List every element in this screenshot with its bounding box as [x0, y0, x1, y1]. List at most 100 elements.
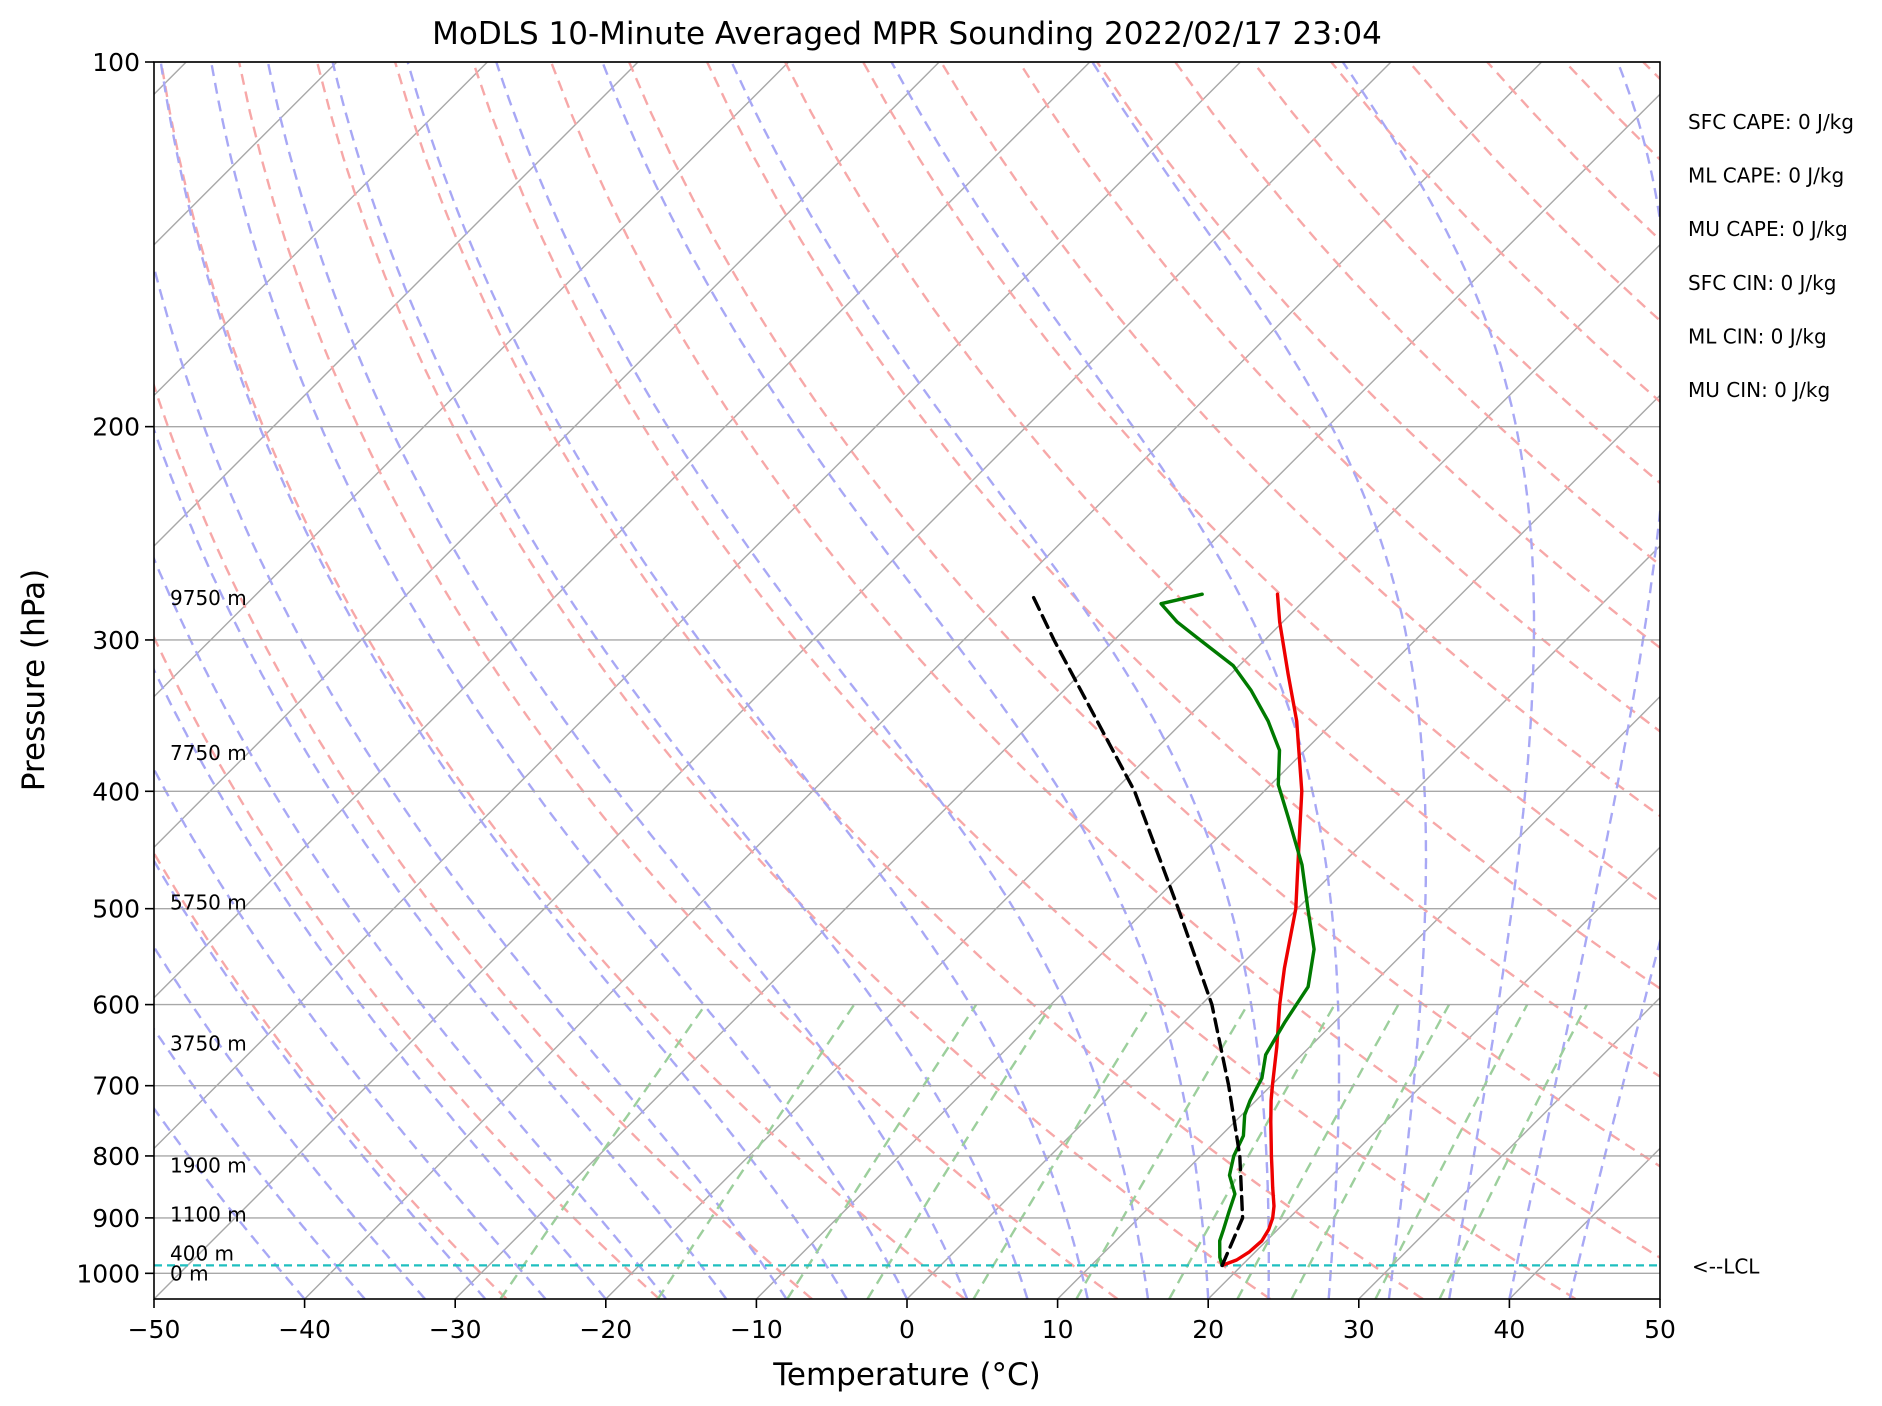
mixing-ratio-line: [656, 1003, 856, 1299]
y-axis-ticks: 100 200 300 400 500 600 700 800 900 1000: [76, 48, 154, 1288]
dry-adiabat-line: [784, 62, 1660, 990]
moist-adiabat-line: [154, 555, 667, 1299]
x-tick-label: −40: [278, 1315, 331, 1344]
mixing-ratio-line: [1075, 1003, 1249, 1299]
chart-title: MoDLS 10-Minute Averaged MPR Sounding 20…: [432, 16, 1382, 52]
moist-adiabat-line: [154, 262, 788, 1299]
isotherm-line: [154, 62, 1241, 1150]
height-label: 7750 m: [170, 741, 247, 765]
dry-adiabat-line: [1799, 62, 1882, 1299]
moist-adiabat-line: [601, 62, 1210, 1299]
x-axis-label: Temperature (°C): [772, 1357, 1041, 1393]
isotherm-line: [1057, 695, 1660, 1299]
x-tick-label: 30: [1343, 1315, 1375, 1344]
parcel-profile-line: [1030, 592, 1245, 1268]
y-tick-label: 800: [92, 1142, 140, 1171]
moist-adiabat-line: [154, 858, 487, 1299]
isotherm-line: [154, 62, 639, 547]
stability-indices: SFC CAPE: 0 J/kg ML CAPE: 0 J/kg MU CAPE: …: [1688, 110, 1854, 402]
x-tick-label: 0: [899, 1315, 915, 1344]
height-label: 1100 m: [170, 1202, 247, 1226]
plot-frame: [153, 61, 1661, 1300]
moist-adiabat-line: [890, 62, 1341, 1299]
height-label: 9750 m: [170, 586, 247, 610]
x-tick-label: 40: [1493, 1315, 1525, 1344]
moist-adiabat-line: [331, 62, 1029, 1299]
height-label: 1900 m: [170, 1154, 247, 1178]
y-tick-label: 500: [92, 895, 140, 924]
isotherm-line: [154, 62, 1091, 999]
y-tick-label: 700: [92, 1072, 140, 1101]
dry-adiabat-line: [1564, 62, 1660, 162]
moist-adiabat-line: [495, 62, 1150, 1299]
x-tick-label: 20: [1192, 1315, 1224, 1344]
isotherm-line: [1811, 62, 1882, 1299]
moist-adiabat-line: [154, 667, 607, 1299]
isotherm-line: [304, 62, 1543, 1299]
mixing-ratio-lines: [499, 1003, 1588, 1299]
dry-adiabat-line: [1486, 62, 1660, 242]
dry-adiabat-line: [1721, 62, 1882, 1299]
isotherm-line: [1508, 1147, 1660, 1299]
mixing-ratio-line: [499, 1003, 707, 1299]
isotherm-line: [154, 62, 1392, 1299]
moist-adiabat-line: [154, 1106, 306, 1299]
stability-index-text: SFC CAPE: 0 J/kg: [1688, 110, 1854, 134]
lcl-marker: <--LCL: [154, 1254, 1760, 1278]
mixing-ratio-line: [1236, 1004, 1400, 1299]
moist-adiabat-line: [1568, 936, 1660, 1299]
mixing-ratio-line: [1438, 1004, 1588, 1299]
moist-adiabat-line: [154, 1027, 366, 1299]
mixing-ratio-line: [786, 1003, 978, 1299]
y-tick-label: 1000: [76, 1259, 140, 1288]
mixing-ratio-line: [866, 1003, 1053, 1299]
dry-adiabat-line: [393, 62, 1424, 1299]
isotherm-line: [1358, 996, 1660, 1299]
temperature-profile-line: [1220, 592, 1304, 1268]
y-tick-label: 300: [92, 626, 140, 655]
dry-adiabat-line: [154, 850, 508, 1299]
mixing-ratio-line: [1168, 1004, 1336, 1299]
stability-index-text: ML CIN: 0 J/kg: [1688, 324, 1827, 348]
y-tick-label: 400: [92, 777, 140, 806]
moist-adiabat-line: [154, 944, 426, 1299]
mixing-ratio-line: [1374, 1004, 1529, 1299]
height-label: 5750 m: [170, 890, 247, 914]
isotherm-line: [154, 62, 790, 698]
isotherm-line: [154, 62, 488, 397]
isotherm-line: [755, 394, 1660, 1299]
isotherm-line: [1207, 846, 1660, 1299]
isobar-grid: [154, 61, 1660, 1275]
x-tick-label: −20: [579, 1315, 632, 1344]
moist-adiabat-line: [1508, 62, 1660, 1299]
x-tick-label: −50: [128, 1315, 181, 1344]
sounding-series: [1030, 592, 1316, 1268]
dry-adiabat-line: [237, 62, 1119, 1299]
dry-adiabat-line: [1018, 62, 1660, 733]
moist-adiabat-lines: [154, 62, 1660, 1299]
dry-adiabat-line: [627, 62, 1660, 1168]
y-tick-label: 900: [92, 1204, 140, 1233]
dry-adiabat-line: [1877, 62, 1882, 1299]
height-label: 3750 m: [170, 1031, 247, 1055]
x-tick-label: −30: [429, 1315, 482, 1344]
height-label: 0 m: [170, 1261, 209, 1285]
y-tick-label: 100: [92, 48, 140, 77]
mixing-ratio-line: [972, 1003, 1153, 1299]
lcl-label: <--LCL: [1692, 1254, 1760, 1278]
isotherm-line: [1659, 1298, 1660, 1299]
y-tick-label: 200: [92, 413, 140, 442]
moist-adiabat-line: [154, 766, 547, 1299]
moist-adiabat-line: [1091, 62, 1428, 1299]
stability-index-text: MU CIN: 0 J/kg: [1688, 378, 1830, 402]
isotherm-line: [154, 62, 940, 849]
stability-index-text: SFC CIN: 0 J/kg: [1688, 271, 1836, 295]
moist-adiabat-line: [159, 62, 848, 1299]
isotherm-line: [605, 243, 1660, 1299]
stability-index-text: ML CAPE: 0 J/kg: [1688, 164, 1844, 188]
dry-adiabat-lines: [154, 62, 1882, 1299]
x-tick-label: 50: [1644, 1315, 1676, 1344]
dry-adiabat-line: [1174, 62, 1660, 567]
